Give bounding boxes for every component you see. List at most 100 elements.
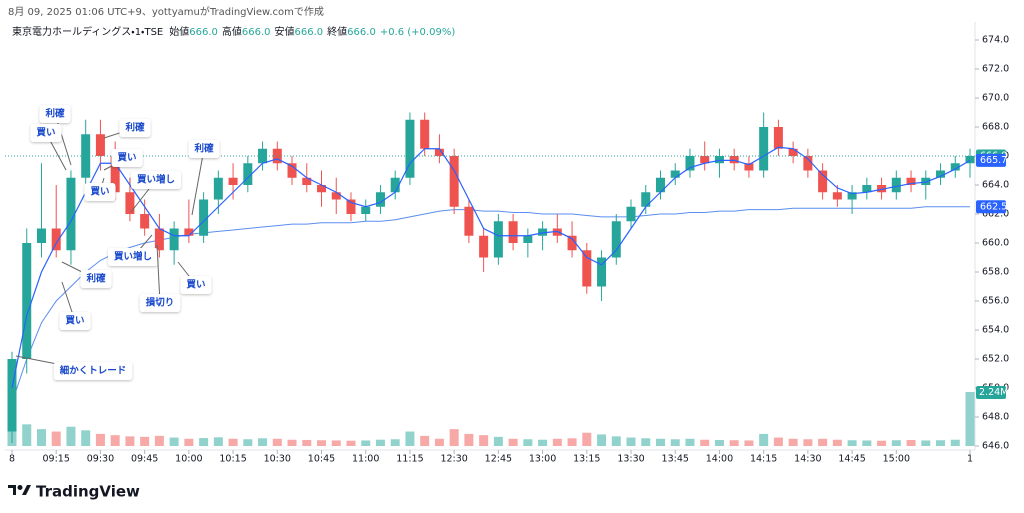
candle-body <box>818 170 828 193</box>
volume-bar <box>36 429 46 446</box>
volume-bar <box>788 438 798 446</box>
y-tick-label: 674.0 <box>982 35 1009 46</box>
legend-value: 666.0 <box>295 27 324 38</box>
x-tick-label: 10:30 <box>264 454 291 465</box>
annotation-bubble <box>188 140 220 158</box>
volume-bar <box>331 440 341 446</box>
volume-bar <box>493 436 503 446</box>
candle-body <box>154 228 164 251</box>
volume-bar <box>523 439 533 446</box>
x-tick-label: 11:00 <box>352 454 379 465</box>
volume-bar <box>685 438 695 446</box>
legend-label: 安値 <box>275 25 295 38</box>
y-tick-label: 660.0 <box>982 238 1009 249</box>
volume-bar <box>818 438 828 446</box>
x-tick-label: 14:30 <box>794 454 821 465</box>
annotation-bubble <box>111 149 143 167</box>
candle-body <box>700 156 710 164</box>
volume-bar <box>154 435 164 446</box>
candle-body <box>302 177 312 185</box>
candle-body <box>552 228 562 236</box>
volume-bar <box>140 436 150 446</box>
volume-bar <box>921 440 931 446</box>
candle-body <box>832 192 842 200</box>
x-tick-label: 13:45 <box>662 454 689 465</box>
volume-bar <box>213 437 223 446</box>
volume-bar <box>449 429 459 446</box>
price-label-box <box>976 200 1006 214</box>
x-tick-label: 12:30 <box>440 454 467 465</box>
legend-value: 666.0 <box>242 27 271 38</box>
volume-bar <box>95 433 105 446</box>
candle-body <box>965 156 975 164</box>
annotation: 買い増し <box>114 251 152 263</box>
candle-body <box>346 199 356 214</box>
annotation-bubble <box>107 248 159 266</box>
caption: 8月 09, 2025 01:06 UTC+9、yottyamuがTrading… <box>8 5 324 18</box>
annotation-bubble <box>30 124 62 142</box>
y-tick-label: 662.0 <box>982 209 1009 220</box>
candle-body <box>479 235 489 258</box>
annotation-bubble <box>130 171 182 189</box>
volume-bar <box>759 433 769 446</box>
legend-value: 666.0 <box>189 27 218 38</box>
candle-body <box>110 156 120 193</box>
annotation-bubble <box>119 119 151 137</box>
volume-bar <box>508 438 518 446</box>
candle-body <box>641 192 651 207</box>
annotation-leader <box>156 244 161 304</box>
annotation: 利確 <box>124 122 145 134</box>
annotation: 利確 <box>85 273 106 285</box>
volume-bar <box>317 440 327 446</box>
x-tick-label: 10:15 <box>219 454 246 465</box>
candle-body <box>125 192 135 214</box>
candle-body <box>66 177 76 251</box>
y-tick-label: 670.0 <box>982 93 1009 104</box>
candle-body <box>434 148 444 156</box>
volume-bar <box>744 440 754 446</box>
candle-body <box>199 199 209 236</box>
legend-label: 高値 <box>222 25 242 38</box>
annotation: 買い <box>36 128 55 139</box>
candle-body <box>287 163 297 178</box>
volume-bar <box>169 437 179 446</box>
annotation: 利確 <box>44 108 65 120</box>
volume-bar <box>891 440 901 446</box>
volume-bar <box>258 438 268 446</box>
x-tick-label: 1 <box>967 454 973 465</box>
x-tick-label: 13:15 <box>573 454 600 465</box>
candle-body <box>582 250 592 287</box>
volume-bar <box>125 436 135 446</box>
volume-label-box <box>976 386 1006 399</box>
candle-body <box>228 177 238 185</box>
ma-line <box>11 146 971 389</box>
y-tick-label: 654.0 <box>982 325 1009 336</box>
x-tick-label: 13:00 <box>529 454 556 465</box>
candle-body <box>936 170 946 178</box>
candle-body <box>36 228 46 243</box>
candle-body <box>803 156 813 171</box>
volume-bar <box>287 439 297 446</box>
candle-body <box>375 192 385 207</box>
candle-body <box>685 156 695 171</box>
candle-body <box>140 214 150 229</box>
candle-body <box>508 221 518 243</box>
candle-body <box>493 221 503 258</box>
volume-bar <box>965 392 975 446</box>
candle-body <box>81 134 91 178</box>
annotation: 利確 <box>193 143 214 155</box>
volume-bar <box>950 439 960 446</box>
candle-body <box>891 177 901 193</box>
y-tick-label: 672.0 <box>982 64 1009 75</box>
volume-bar <box>81 430 91 446</box>
volume-bar <box>464 433 474 446</box>
volume-bar <box>110 435 120 446</box>
legend-label: 終値 <box>327 25 347 38</box>
volume-bar <box>803 439 813 446</box>
annotation: 細かくトレード <box>60 365 127 377</box>
candle-body <box>906 177 916 185</box>
volume-bar <box>847 440 857 446</box>
x-tick-label: 14:15 <box>750 454 777 465</box>
